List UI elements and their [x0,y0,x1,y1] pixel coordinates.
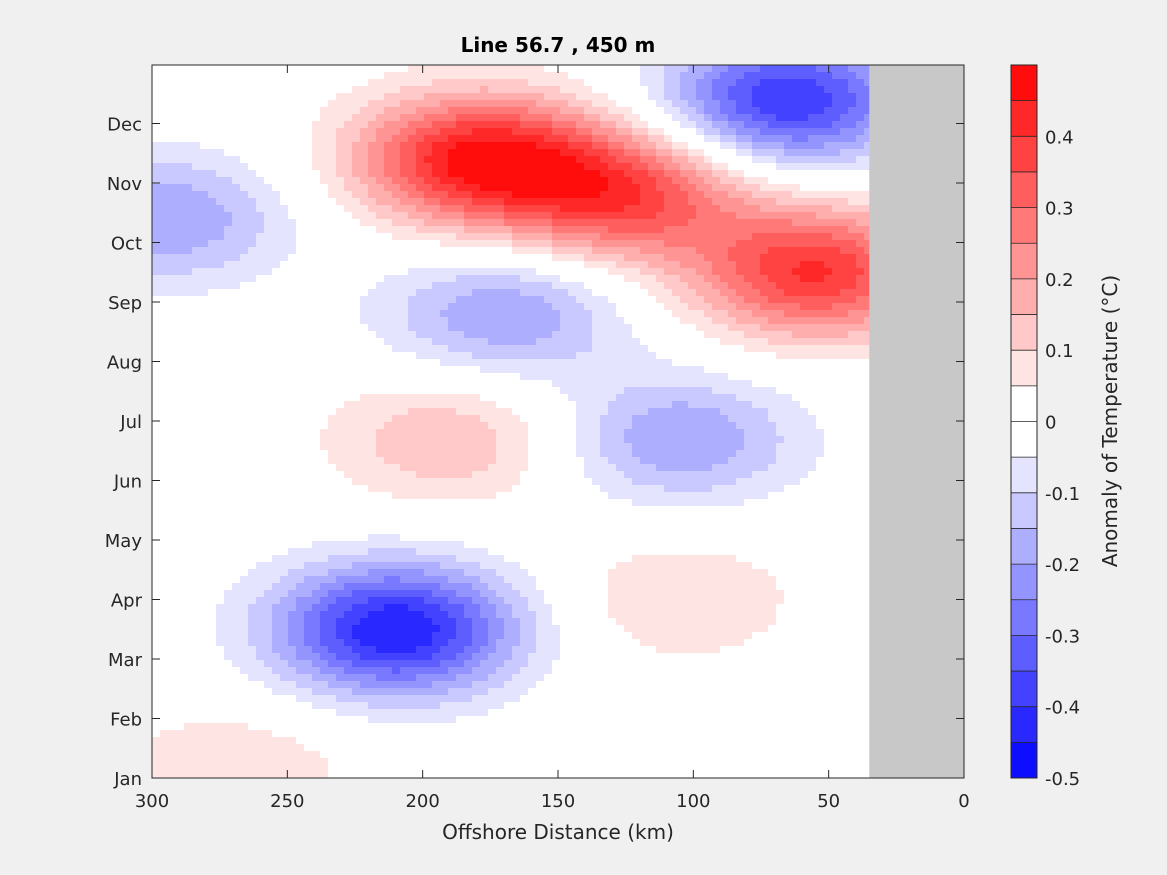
colorbar-level [1011,278,1037,315]
colorbar-level [1011,671,1037,707]
no-data-region [869,65,964,778]
colorbar-level [1011,136,1037,172]
colorbar-label: Anomaly of Temperature (°C) [1098,275,1122,567]
x-tick-label: 0 [958,791,969,812]
colorbar-level [1011,314,1037,351]
colorbar-level [1011,599,1037,636]
x-axis: 300 250 200 150 100 50 0 [135,65,970,812]
colorbar-level [1011,706,1037,743]
colorbar-level [1011,564,1037,600]
colorbar-level [1011,350,1037,386]
colorbar-tick-label: -0.4 [1045,698,1080,719]
colorbar-level [1011,171,1037,208]
y-tick-label: Apr [111,591,143,612]
colorbar-tick-label: -0.5 [1045,769,1080,790]
colorbar-tick-label: 0.4 [1045,127,1074,148]
colorbar-tick-label: -0.1 [1045,484,1080,505]
x-tick-label: 250 [270,791,304,812]
colorbar-level [1011,421,1037,458]
colorbar-tick-label: 0 [1045,413,1056,434]
x-tick-label: 100 [676,791,710,812]
colorbar: -0.5 -0.4 -0.3 -0.2 -0.1 0 0.1 0.2 0.3 0.4 Anomal… [1010,64,1122,790]
x-tick-label: 150 [541,791,575,812]
y-tick-label: Jul [119,412,142,433]
colorbar-level [1011,528,1037,565]
y-tick-label: Nov [107,174,142,195]
y-tick-label: Dec [107,115,142,136]
colorbar-level [1011,635,1037,672]
y-tick-label: Jan [113,769,142,790]
colorbar-level [1011,65,1037,101]
colorbar-level [1011,385,1037,422]
colorbar-tick-label: 0.2 [1045,270,1074,291]
colorbar-level [1011,492,1037,529]
x-axis-title: Offshore Distance (km) [442,820,674,844]
plot-area: 300 250 200 150 100 50 0 Jan Feb Mar Apr May Jun Jul… [105,64,970,812]
colorbar-tick-label: -0.2 [1045,555,1080,576]
y-tick-label: Mar [108,650,143,671]
colorbar-level [1011,243,1037,279]
y-tick-label: May [105,531,143,552]
colorbar-tick-label: 0.1 [1045,341,1074,362]
x-tick-label: 300 [135,791,169,812]
y-tick-label: Jun [113,472,142,493]
colorbar-level [1011,207,1037,244]
colorbar-frame [1010,64,1038,779]
x-tick-label: 50 [817,791,840,812]
x-tick-label: 200 [405,791,439,812]
y-axis: Jan Feb Mar Apr May Jun Jul Aug Sep Oct Nov Dec [105,115,964,790]
contour-field [152,65,873,778]
colorbar-level [1011,742,1037,778]
y-tick-label: Sep [108,293,142,314]
colorbar-tick-label: -0.3 [1045,626,1080,647]
colorbar-tick-label: 0.3 [1045,199,1074,220]
y-tick-label: Feb [110,710,142,731]
y-tick-label: Aug [107,353,142,374]
chart-title: Line 56.7 , 450 m [461,33,656,57]
colorbar-level [1011,457,1037,493]
colorbar-level [1011,100,1037,137]
y-tick-label: Oct [111,234,142,255]
